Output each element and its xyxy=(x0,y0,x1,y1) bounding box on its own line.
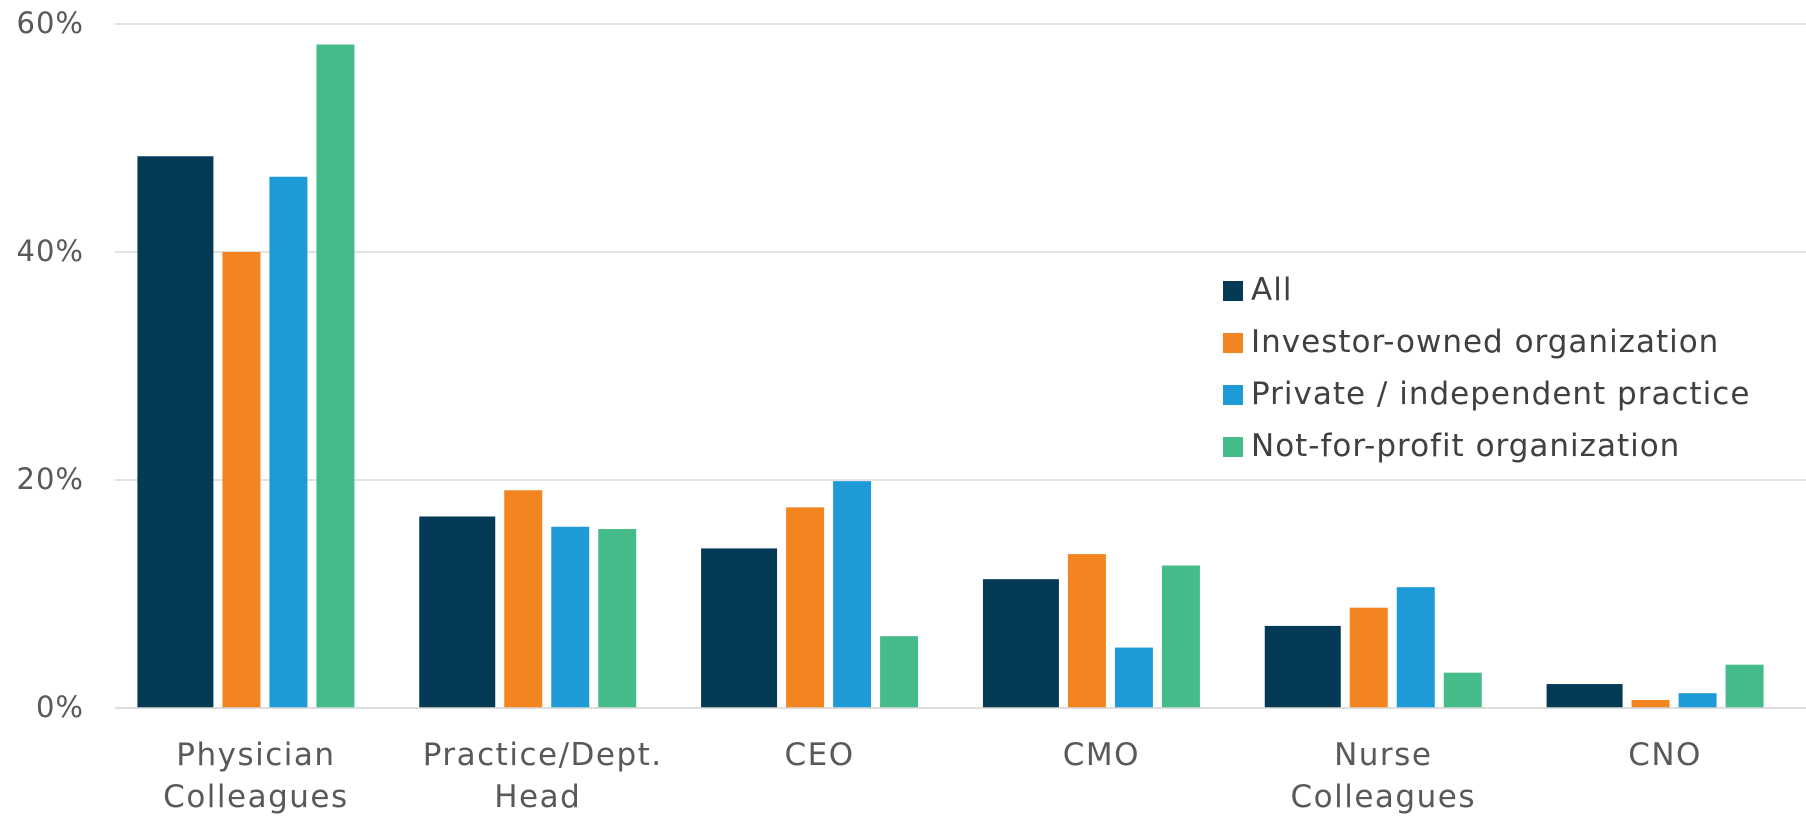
legend-label: All xyxy=(1251,272,1293,308)
bar xyxy=(1114,647,1153,708)
y-tick-label: 60% xyxy=(16,6,84,40)
bar xyxy=(1725,664,1764,708)
bar xyxy=(269,176,308,708)
legend-label: Not-for-profit organization xyxy=(1251,428,1681,464)
bar xyxy=(880,636,919,708)
bar xyxy=(786,507,825,708)
bar xyxy=(598,529,637,708)
y-tick-label: 40% xyxy=(16,234,84,268)
legend-label: Investor-owned organization xyxy=(1251,324,1720,360)
bar xyxy=(222,252,261,708)
bar xyxy=(137,156,214,709)
bar xyxy=(833,481,872,708)
bar xyxy=(1349,607,1388,708)
bar xyxy=(701,548,778,708)
legend-swatch xyxy=(1223,385,1243,405)
legend-swatch xyxy=(1223,333,1243,353)
bar xyxy=(1067,554,1106,708)
bar xyxy=(1161,565,1200,708)
bar xyxy=(551,526,590,708)
legend-label: Private / independent practice xyxy=(1251,376,1751,412)
bar xyxy=(1396,587,1435,708)
y-tick-label: 20% xyxy=(16,462,84,496)
bar xyxy=(419,516,496,708)
x-tick-label: Nurse Colleagues xyxy=(1290,737,1476,815)
bar xyxy=(1264,625,1341,708)
x-tick-label: Practice/Dept. Head xyxy=(422,737,663,815)
bar xyxy=(1546,684,1623,708)
x-tick-label: CMO xyxy=(1062,737,1141,773)
legend-swatch xyxy=(1223,281,1243,301)
bar xyxy=(504,490,543,708)
x-tick-label: CEO xyxy=(784,737,855,773)
bar xyxy=(1443,672,1482,708)
y-tick-label: 0% xyxy=(35,690,84,724)
x-tick-label: Physician Colleagues xyxy=(163,737,349,815)
legend-swatch xyxy=(1223,437,1243,457)
bar xyxy=(1631,700,1670,708)
x-tick-label: CNO xyxy=(1628,737,1702,773)
bar xyxy=(316,44,355,708)
bar xyxy=(982,579,1059,708)
bar xyxy=(1678,693,1717,708)
